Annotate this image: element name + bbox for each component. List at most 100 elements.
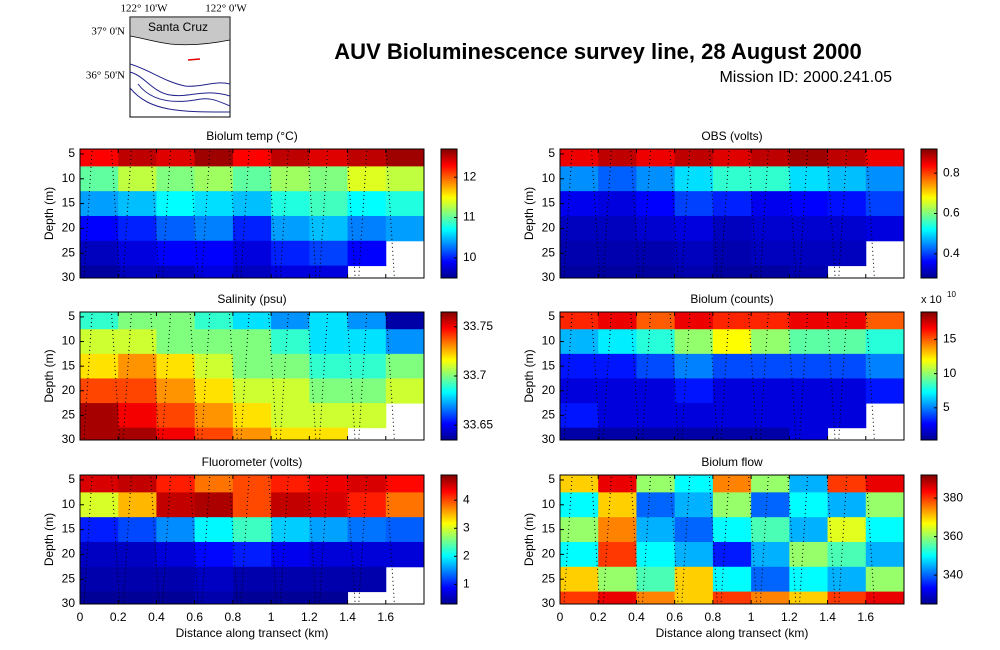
cell — [271, 591, 310, 605]
cell — [751, 591, 790, 605]
cell — [598, 517, 637, 543]
cell — [156, 329, 196, 355]
map-lon-label: 122° 0'W — [205, 3, 247, 15]
cell — [636, 378, 676, 404]
colorbar-tick-label: 360 — [943, 529, 963, 543]
y-tick-label: 10 — [542, 171, 556, 185]
cell — [751, 166, 790, 192]
cell — [674, 492, 714, 518]
cell — [347, 541, 387, 568]
cell — [598, 353, 637, 379]
cell — [385, 541, 425, 568]
colorbar — [440, 474, 458, 605]
cell — [560, 566, 599, 593]
cell — [636, 427, 676, 441]
cell — [789, 427, 829, 441]
cell — [309, 191, 349, 217]
cell — [712, 215, 752, 242]
cell — [636, 149, 676, 167]
cell — [347, 312, 387, 330]
cell — [118, 265, 157, 279]
cell — [674, 541, 714, 568]
cell — [385, 329, 425, 355]
colorbar-multiplier: x 10 — [921, 294, 942, 306]
cell — [636, 517, 676, 543]
cell — [118, 353, 157, 379]
cell — [232, 329, 272, 355]
cell — [674, 329, 714, 355]
cell — [347, 240, 387, 267]
cell — [232, 265, 272, 279]
colorbar — [440, 148, 458, 279]
cell — [194, 541, 234, 568]
cell — [80, 353, 119, 379]
cell — [712, 265, 752, 279]
cell — [712, 427, 752, 441]
y-tick-label: 20 — [542, 547, 556, 561]
cell — [271, 240, 310, 267]
cell — [385, 149, 425, 167]
contour — [130, 87, 230, 113]
cell — [598, 427, 637, 441]
cell — [560, 517, 599, 543]
cell — [789, 475, 829, 493]
cell — [309, 312, 349, 330]
cell — [751, 566, 790, 593]
cell — [598, 378, 637, 404]
panel-title: Salinity (psu) — [217, 292, 286, 306]
heatmap — [80, 149, 425, 279]
cell — [560, 475, 599, 493]
cell — [789, 191, 829, 217]
cell — [118, 475, 157, 493]
cell — [271, 265, 310, 279]
axes-frame — [79, 311, 425, 441]
cell — [309, 265, 349, 279]
axes-frame — [79, 474, 425, 605]
cell — [674, 312, 714, 330]
cell — [271, 492, 310, 518]
cell — [80, 312, 119, 330]
cell — [271, 517, 310, 543]
x-tick-label: 0.2 — [590, 610, 607, 624]
cell — [751, 149, 790, 167]
cell — [789, 517, 829, 543]
cell — [347, 517, 387, 543]
cell — [560, 353, 599, 379]
cell — [118, 378, 157, 404]
cell — [80, 492, 119, 518]
cell — [347, 566, 387, 593]
y-tick-label: 5 — [68, 146, 75, 160]
cell — [636, 492, 676, 518]
colorbar-tick-label: 2 — [463, 548, 470, 562]
cell — [712, 353, 752, 379]
cell — [118, 517, 157, 543]
cell — [156, 541, 196, 568]
cell — [827, 378, 867, 404]
cell — [232, 240, 272, 267]
x-tick-label: 0.6 — [186, 610, 203, 624]
cell — [674, 149, 714, 167]
colorbar-exponent: 10 — [947, 290, 956, 299]
cell — [674, 166, 714, 192]
cell — [827, 215, 867, 242]
heatmap — [560, 149, 905, 279]
cell — [271, 566, 310, 593]
cell — [674, 353, 714, 379]
colorbar-tick-label: 10 — [463, 250, 477, 264]
cell — [271, 149, 310, 167]
y-tick-label: 30 — [62, 432, 76, 446]
y-tick-label: 25 — [542, 571, 556, 585]
y-tick-label: 5 — [548, 472, 555, 486]
cell — [232, 353, 272, 379]
cell — [636, 566, 676, 593]
cell — [827, 240, 867, 267]
cell — [156, 353, 196, 379]
cell — [751, 378, 790, 404]
x-tick-label: 0.6 — [666, 610, 683, 624]
y-tick-label: 10 — [542, 334, 556, 348]
map-place: Santa Cruz — [148, 20, 208, 34]
cell — [118, 329, 157, 355]
cell — [232, 492, 272, 518]
cell — [674, 403, 714, 429]
cell — [309, 353, 349, 379]
